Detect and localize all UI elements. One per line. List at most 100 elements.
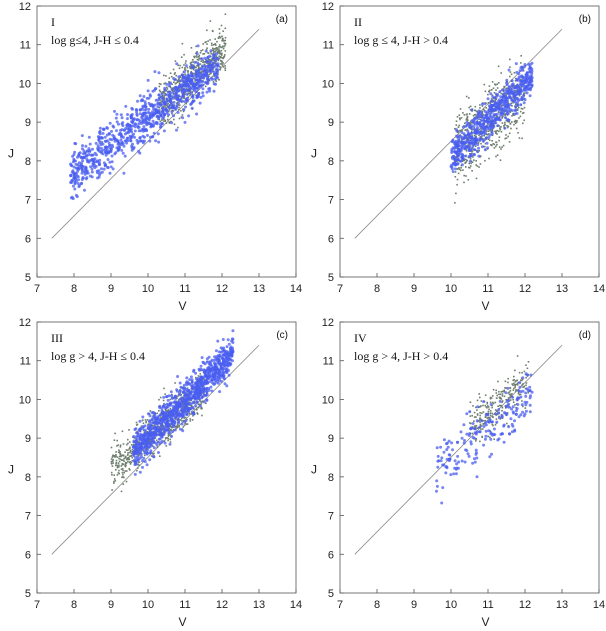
data-point [166, 437, 168, 439]
data-point [168, 415, 172, 419]
data-point [513, 382, 515, 385]
x-tick-label: 14 [593, 283, 605, 295]
data-point [172, 77, 176, 80]
data-point [191, 386, 195, 390]
data-point [156, 425, 160, 429]
data-point [144, 107, 148, 111]
data-point [511, 405, 515, 409]
data-point [138, 112, 142, 116]
data-point [480, 400, 483, 402]
y-tick-label: 10 [322, 78, 334, 90]
data-point [454, 157, 458, 161]
data-point [121, 471, 124, 474]
data-point [486, 146, 490, 150]
data-point [167, 115, 169, 118]
data-point [480, 428, 482, 431]
data-point [98, 150, 102, 154]
data-point [518, 391, 520, 394]
data-point [166, 100, 169, 102]
data-point [148, 423, 150, 425]
data-point [154, 139, 158, 143]
data-point [222, 30, 224, 32]
data-point [220, 24, 223, 27]
data-point [120, 135, 123, 139]
data-point [216, 69, 220, 73]
data-point [225, 345, 229, 349]
data-point [211, 381, 214, 385]
data-point [457, 126, 460, 128]
data-point [482, 423, 484, 425]
data-point [499, 404, 501, 407]
data-point [496, 124, 500, 128]
data-point [464, 158, 467, 161]
data-point [440, 501, 444, 505]
data-point [524, 73, 528, 77]
data-point [487, 134, 489, 136]
data-point [173, 428, 177, 432]
data-point [467, 119, 469, 122]
data-point [469, 123, 471, 125]
data-point [186, 66, 189, 69]
y-tick-label: 7 [328, 511, 334, 523]
data-point [146, 89, 150, 93]
data-point [492, 108, 496, 112]
data-point [182, 407, 186, 411]
data-point [527, 63, 531, 66]
data-point [114, 116, 118, 120]
data-point [121, 151, 125, 155]
data-point [464, 162, 467, 164]
data-point [171, 97, 174, 100]
data-point [173, 89, 175, 91]
series-blue [435, 372, 534, 505]
data-point [507, 392, 510, 394]
data-point [205, 71, 208, 75]
data-point [189, 404, 191, 407]
data-point [501, 417, 504, 420]
data-point [230, 350, 234, 354]
data-point [120, 468, 123, 471]
data-point [170, 426, 172, 428]
data-point [500, 404, 502, 407]
data-point [199, 67, 203, 71]
data-point [501, 395, 504, 397]
data-point [119, 128, 122, 132]
data-point [478, 130, 482, 134]
data-point [492, 125, 496, 129]
data-point [160, 92, 164, 96]
data-point [507, 377, 509, 380]
data-point [466, 116, 469, 119]
data-point [151, 124, 155, 128]
data-point [202, 72, 206, 76]
data-point [479, 421, 481, 423]
data-point [224, 50, 227, 52]
data-point [183, 424, 186, 427]
data-point [465, 129, 467, 131]
data-point [471, 170, 473, 172]
data-point [201, 360, 205, 364]
data-point [183, 393, 185, 395]
data-point [135, 110, 139, 114]
data-point [178, 77, 180, 80]
data-point [113, 137, 117, 141]
data-point [117, 462, 120, 465]
data-point [161, 415, 164, 418]
data-point [486, 401, 488, 404]
data-point [89, 153, 93, 157]
data-point [210, 42, 213, 45]
data-point [180, 95, 184, 99]
data-point [221, 62, 223, 64]
data-point [527, 83, 531, 87]
data-point [148, 441, 152, 445]
data-point [176, 375, 180, 378]
data-point [129, 139, 133, 142]
data-point [143, 460, 147, 464]
data-point [506, 125, 508, 127]
data-point [163, 441, 167, 445]
data-point [484, 145, 486, 148]
data-point [197, 59, 200, 61]
data-point [219, 36, 222, 39]
data-point [476, 114, 480, 118]
data-point [510, 127, 512, 130]
panel-label: (c) [276, 330, 288, 341]
data-point [181, 417, 183, 420]
